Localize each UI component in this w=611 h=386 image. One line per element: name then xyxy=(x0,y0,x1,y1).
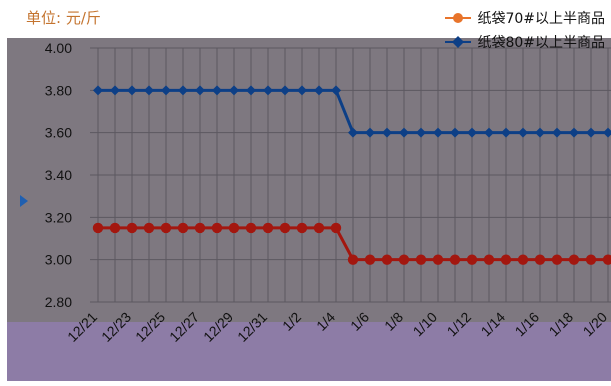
collapse-arrow-icon[interactable] xyxy=(20,195,28,207)
data-point xyxy=(518,127,528,138)
data-point xyxy=(551,254,563,265)
data-point xyxy=(211,222,223,234)
data-point xyxy=(398,254,410,265)
data-point xyxy=(229,85,239,96)
data-point xyxy=(262,222,274,234)
legend-item-70: 纸袋70#以上半商品 xyxy=(445,6,605,30)
data-point xyxy=(467,127,477,138)
legend: 纸袋70#以上半商品 纸袋80#以上半商品 xyxy=(445,6,605,54)
data-point xyxy=(194,222,206,234)
data-point xyxy=(178,85,188,96)
y-tick-label: 2.80 xyxy=(45,294,72,310)
data-point xyxy=(296,222,308,234)
data-point xyxy=(330,222,342,234)
data-point xyxy=(586,127,596,138)
data-point xyxy=(416,127,426,138)
data-point xyxy=(279,222,291,234)
data-point xyxy=(144,85,154,96)
plot-area xyxy=(7,38,611,322)
legend-80-label: 纸袋80#以上半商品 xyxy=(477,35,605,51)
data-point xyxy=(603,127,611,138)
data-point xyxy=(160,222,172,234)
data-point xyxy=(382,127,392,138)
data-point xyxy=(483,254,495,265)
data-point xyxy=(449,254,461,265)
data-point xyxy=(399,127,409,138)
data-point xyxy=(245,222,257,234)
data-point xyxy=(92,222,104,234)
data-point xyxy=(433,127,443,138)
data-point xyxy=(484,127,494,138)
data-point xyxy=(364,254,376,265)
data-point xyxy=(126,222,138,234)
data-point xyxy=(177,222,189,234)
data-point xyxy=(568,254,580,265)
y-tick-label: 3.60 xyxy=(45,125,72,141)
data-point xyxy=(466,254,478,265)
y-tick-label: 3.80 xyxy=(45,82,72,98)
legend-80-marker-icon xyxy=(445,35,472,49)
legend-70-marker-icon xyxy=(445,11,472,25)
data-point xyxy=(347,254,359,265)
data-point xyxy=(569,127,579,138)
data-point xyxy=(552,127,562,138)
data-point xyxy=(602,254,611,265)
data-point xyxy=(161,85,171,96)
y-tick-label: 3.40 xyxy=(45,167,72,183)
data-point xyxy=(246,85,256,96)
y-tick-label: 3.20 xyxy=(45,209,72,225)
data-point xyxy=(109,222,121,234)
data-point xyxy=(331,85,341,96)
data-point xyxy=(585,254,597,265)
unit-label: 单位: 元/斤 xyxy=(26,9,101,27)
data-point xyxy=(415,254,427,265)
y-tick-label: 3.00 xyxy=(45,252,72,268)
data-point xyxy=(228,222,240,234)
data-point xyxy=(93,85,103,96)
data-point xyxy=(297,85,307,96)
y-tick-label: 4.00 xyxy=(45,40,72,56)
data-point xyxy=(500,254,512,265)
legend-70-label: 纸袋70#以上半商品 xyxy=(477,11,605,27)
data-point xyxy=(535,127,545,138)
data-point xyxy=(263,85,273,96)
data-point xyxy=(195,85,205,96)
data-point xyxy=(313,222,325,234)
data-point xyxy=(348,127,358,138)
data-point xyxy=(517,254,529,265)
data-point xyxy=(365,127,375,138)
data-point xyxy=(143,222,155,234)
data-point xyxy=(110,85,120,96)
data-point xyxy=(381,254,393,265)
data-point xyxy=(212,85,222,96)
data-point xyxy=(127,85,137,96)
legend-item-80: 纸袋80#以上半商品 xyxy=(445,30,605,54)
data-point xyxy=(501,127,511,138)
data-point xyxy=(432,254,444,265)
x-axis-band xyxy=(7,322,611,381)
data-point xyxy=(450,127,460,138)
data-point xyxy=(534,254,546,265)
data-point xyxy=(314,85,324,96)
data-point xyxy=(280,85,290,96)
